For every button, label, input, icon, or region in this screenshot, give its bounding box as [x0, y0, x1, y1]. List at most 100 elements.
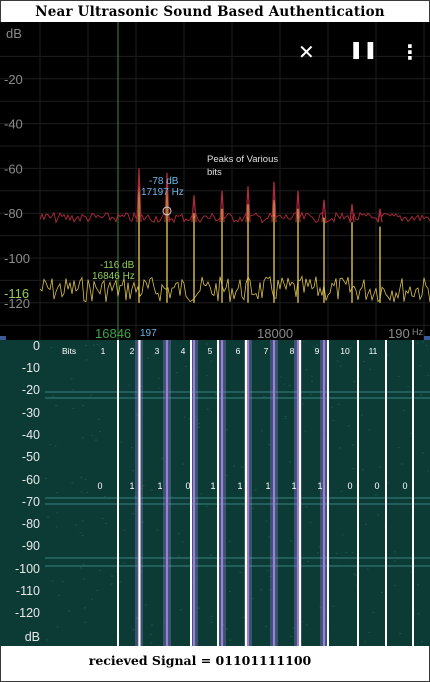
speckle	[353, 381, 355, 383]
signal-trace	[39, 211, 430, 224]
speckle	[91, 435, 94, 437]
speckle	[144, 604, 147, 606]
speckle	[306, 561, 309, 562]
speckle	[290, 540, 293, 542]
speckle	[197, 607, 200, 609]
speckle	[85, 359, 88, 361]
speckle	[261, 430, 264, 432]
y-tick-label: -100	[15, 562, 40, 576]
bit-peak-red	[377, 208, 381, 223]
speckle	[341, 534, 344, 536]
close-icon[interactable]: ✕	[298, 40, 315, 64]
speckle	[416, 584, 419, 586]
bit-number: 10	[340, 346, 350, 356]
speckle	[82, 405, 85, 406]
bit-value: 0	[347, 481, 352, 491]
speckle	[56, 512, 59, 514]
speckle	[205, 505, 208, 507]
speckle	[84, 607, 86, 609]
bit-peak-red	[219, 190, 223, 223]
baseline-label: -116	[4, 286, 29, 301]
speckle	[128, 384, 131, 386]
speckle	[135, 415, 138, 417]
speckle	[150, 642, 153, 644]
bit-number: 2	[130, 346, 135, 356]
bit-value: 0	[374, 481, 379, 491]
speckle	[46, 639, 49, 641]
speckle	[171, 496, 174, 498]
bit-peak-red	[136, 168, 140, 223]
y-tick-label: -100	[4, 251, 30, 266]
speckle	[156, 529, 159, 531]
bit-number: 9	[315, 346, 320, 356]
bit-peak-red	[164, 172, 168, 223]
speckle	[56, 626, 59, 628]
speckle	[182, 463, 185, 465]
speckle	[72, 407, 75, 409]
cursor-freq-label: 16846	[95, 326, 131, 340]
y-tick-label: -120	[4, 296, 30, 311]
speckle	[316, 344, 319, 346]
noise-readout-freq: 16846 Hz	[92, 271, 135, 282]
speckle	[75, 524, 78, 526]
speckle	[81, 534, 84, 536]
speckle	[51, 580, 54, 582]
bit-peak-red	[323, 199, 327, 223]
y-tick-label: -70	[22, 495, 40, 509]
speckle	[228, 561, 231, 563]
speckle	[79, 532, 82, 534]
speckle	[407, 386, 410, 388]
y-tick-label: -80	[22, 517, 40, 531]
speckle	[142, 485, 145, 487]
bit-value: 1	[237, 481, 242, 491]
speckle	[80, 476, 83, 478]
speckle	[215, 508, 218, 510]
speckle	[215, 394, 218, 396]
more-vert-icon[interactable]: ⋮	[400, 40, 420, 64]
speckle	[364, 523, 367, 525]
y-unit-label: dB	[6, 26, 22, 41]
speckle	[284, 415, 287, 417]
speckle	[335, 553, 338, 554]
speckle	[242, 616, 245, 618]
speckle	[362, 469, 364, 471]
speckle	[140, 487, 143, 489]
speckle	[179, 609, 182, 611]
speckle	[206, 343, 209, 345]
speckle	[98, 570, 101, 571]
speckle	[420, 394, 423, 396]
speckle	[92, 344, 95, 346]
bit-peak-red	[321, 199, 325, 223]
speckle	[200, 493, 203, 495]
speckle	[292, 627, 295, 629]
speckle	[352, 468, 355, 470]
speckle	[102, 391, 105, 393]
speckle	[292, 556, 295, 558]
peak-marker	[162, 206, 172, 216]
bit-number: 7	[264, 346, 269, 356]
bits-label: Bits	[62, 346, 76, 356]
speckle	[319, 606, 322, 608]
speckle	[387, 482, 390, 484]
bit-value: 1	[129, 481, 134, 491]
speckle	[52, 395, 54, 397]
speckle	[146, 357, 149, 359]
speckle	[191, 367, 194, 369]
speckle	[80, 491, 83, 493]
y-tick-label: -80	[4, 206, 23, 221]
speckle	[283, 383, 286, 385]
speckle	[374, 494, 377, 496]
speckle	[318, 546, 321, 548]
speckle	[132, 470, 134, 472]
speckle	[109, 397, 112, 398]
speckle	[269, 575, 272, 577]
speckle	[416, 342, 419, 344]
y-tick-label: -10	[22, 361, 40, 375]
bit-value: 1	[210, 481, 215, 491]
speckle	[258, 497, 261, 499]
speckle	[269, 589, 272, 591]
pause-icon[interactable]: ❚❚	[349, 40, 378, 60]
speckle	[70, 378, 73, 380]
speckle	[339, 365, 342, 367]
speckle	[260, 589, 263, 591]
